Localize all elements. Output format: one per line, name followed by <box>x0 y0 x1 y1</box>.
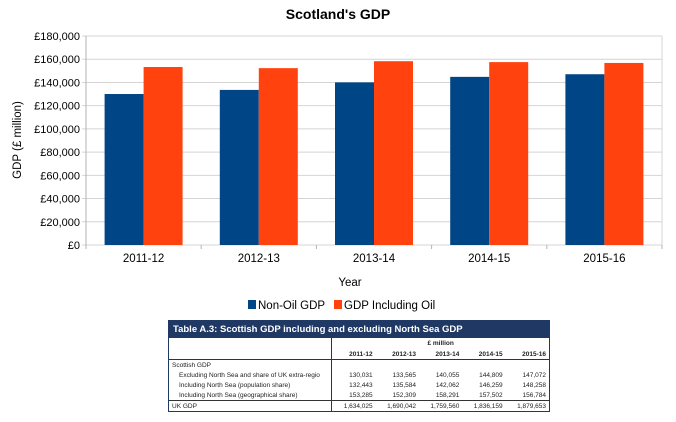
bar-non-oil-gdp <box>219 89 259 245</box>
cell-value: 1,836,159 <box>462 400 506 411</box>
cell-value: 144,809 <box>479 371 503 379</box>
y-tick-label: £160,000 <box>34 54 80 66</box>
year-header: 2012-13 <box>375 349 419 360</box>
bar-gdp-including-oil <box>374 61 413 246</box>
cell-value: 156,784 <box>522 391 547 399</box>
cell-value: 135,584 <box>392 381 416 389</box>
row-label: UK GDP <box>169 400 333 411</box>
legend-swatch <box>334 300 342 309</box>
cell-value: 153,285 <box>349 391 373 399</box>
x-axis-label: Year <box>338 277 361 289</box>
legend-swatch <box>248 300 256 309</box>
bar-non-oil-gdp <box>104 94 144 245</box>
row-label: Including North Sea (population share) <box>169 380 333 390</box>
y-tick-label: £100,000 <box>34 124 80 136</box>
cell-value: 152,309 <box>392 391 416 399</box>
year-header: 2011-12 <box>331 349 376 360</box>
cell-value: 146,259 <box>479 381 503 389</box>
y-tick-label: £20,000 <box>40 217 80 229</box>
legend-label: Non-Oil GDP <box>258 300 325 312</box>
year-header: 2013-14 <box>418 349 463 360</box>
x-tick-label: 2015-16 <box>583 253 625 265</box>
bar-gdp-including-oil <box>604 62 644 245</box>
y-tick-label: £60,000 <box>40 170 80 182</box>
cell-value: 140,055 <box>435 371 460 379</box>
y-tick-label: £180,000 <box>34 31 80 43</box>
y-tick-label: £40,000 <box>40 194 80 206</box>
x-tick-label: 2011-12 <box>123 253 164 265</box>
cell-value: 132,443 <box>349 381 373 389</box>
bar-non-oil-gdp <box>565 74 605 246</box>
x-tick-label: 2014-15 <box>468 253 510 265</box>
cell-value: 157,502 <box>479 391 503 399</box>
bar-non-oil-gdp <box>450 76 490 246</box>
cell-value: 148,258 <box>522 381 547 389</box>
table-unit: £ million <box>427 340 454 347</box>
cell-value: 1,634,025 <box>331 400 376 411</box>
bar-gdp-including-oil <box>258 68 298 245</box>
table-row: Including North Sea (population share) 13… <box>169 380 549 390</box>
cell-value: 1,759,560 <box>418 400 463 411</box>
cell-value: 142,062 <box>435 381 460 389</box>
bar-gdp-including-oil <box>143 67 183 246</box>
year-header: 2015-16 <box>505 349 549 360</box>
table-row: Excluding North Sea and share of UK extr… <box>169 370 549 380</box>
legend-label: GDP Including Oil <box>344 300 435 312</box>
chart-title: Scotland's GDP <box>286 6 390 22</box>
cell-value: 130,031 <box>349 371 373 379</box>
bar-non-oil-gdp <box>335 82 374 245</box>
row-label: Excluding North Sea and share of UK extr… <box>169 370 333 380</box>
y-tick-label: £140,000 <box>34 77 80 89</box>
table-title: Table A.3: Scottish GDP including and ex… <box>169 321 549 338</box>
cell-value: 158,291 <box>435 391 460 399</box>
x-tick-label: 2012-13 <box>238 253 280 265</box>
cell-value: 147,072 <box>522 371 547 379</box>
row-label: Including North Sea (geographical share) <box>169 390 333 401</box>
section-label: Scottish GDP <box>169 359 333 370</box>
bar-gdp-including-oil <box>489 62 529 245</box>
x-tick-label: 2013-14 <box>353 253 396 265</box>
y-axis-label: GDP (£ million) <box>12 101 24 179</box>
year-header: 2014-15 <box>462 349 506 360</box>
cell-value: 133,565 <box>392 371 416 379</box>
bar-chart: Scotland's GDP GDP (£ million) Year £0 £2… <box>12 6 663 312</box>
y-tick-label: £120,000 <box>34 101 80 113</box>
y-tick-label: £0 <box>68 240 80 252</box>
y-tick-label: £80,000 <box>40 147 80 159</box>
cell-value: 1,690,042 <box>375 400 419 411</box>
table-row: Including North Sea (geographical share)… <box>169 390 549 401</box>
cell-value: 1,879,653 <box>505 400 549 411</box>
gdp-table: Table A.3: Scottish GDP including and ex… <box>168 320 550 412</box>
